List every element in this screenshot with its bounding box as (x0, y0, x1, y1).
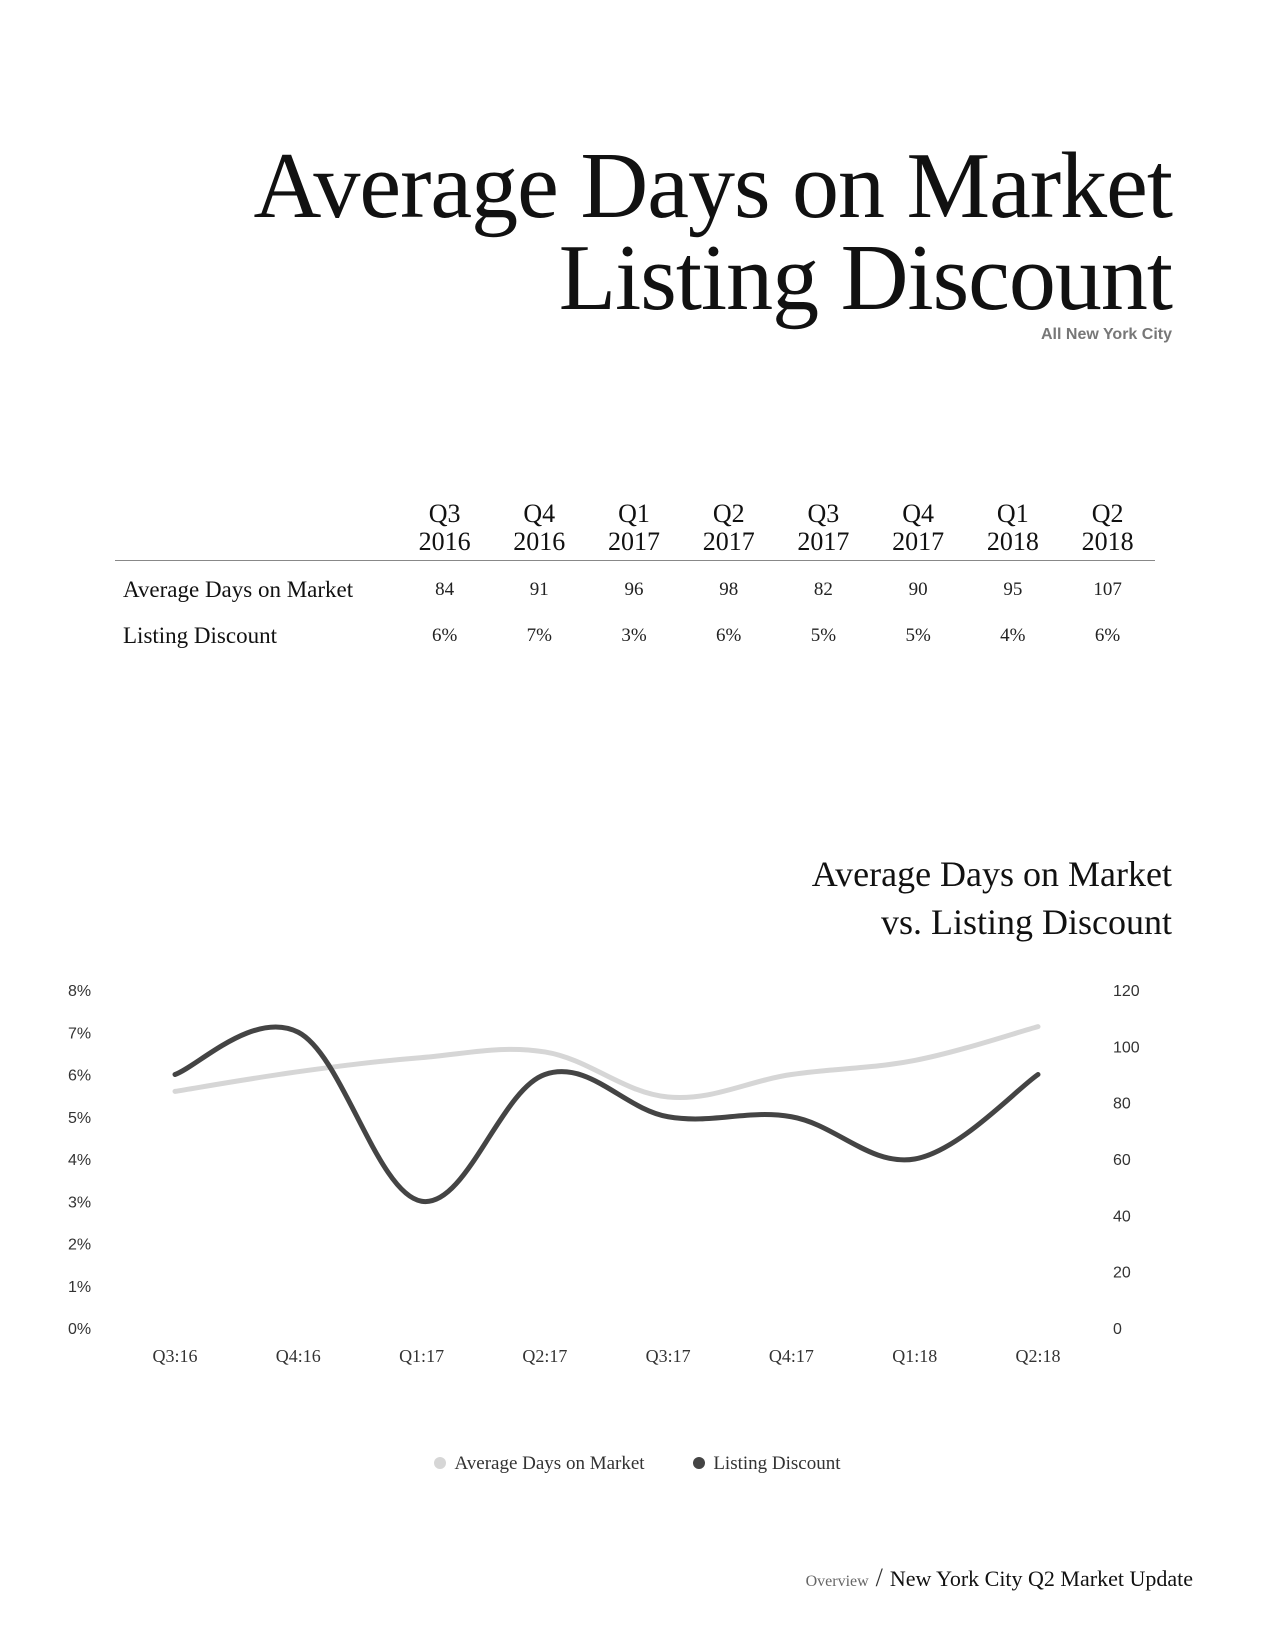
table-corner-cell (115, 500, 397, 561)
column-year: 2018 (986, 527, 1039, 556)
table-column-header: Q4 2017 (871, 500, 966, 561)
table-header-row: Q3 2016 Q4 2016 Q1 2017 Q2 2017 Q3 2017 Q4 201… (115, 500, 1155, 561)
page-subtitle: All New York City (1041, 326, 1172, 343)
y-left-tick-label: 4% (68, 1152, 91, 1169)
y-left-tick-label: 1% (68, 1279, 91, 1296)
page-footer: Overview / New York City Q2 Market Updat… (806, 1563, 1193, 1593)
table-cell: 5% (810, 625, 837, 646)
series-line-days-on-market (172, 1024, 1041, 1101)
legend-label: Listing Discount (713, 1453, 841, 1474)
footer-document-title: New York City Q2 Market Update (889, 1566, 1193, 1591)
y-left-tick-label: 7% (68, 1025, 91, 1042)
column-year: 2017 (797, 527, 850, 556)
column-quarter: Q1 (996, 499, 1029, 528)
y-left-tick-label: 6% (68, 1068, 91, 1085)
column-year: 2016 (513, 527, 566, 556)
table-cell: 3% (621, 625, 647, 646)
table-column-header: Q2 2018 (1060, 500, 1155, 561)
y-left-tick-label: 0% (68, 1321, 91, 1338)
page-title-line-1: Average Days on Market (253, 134, 1173, 238)
series-line-listing-discount (172, 1024, 1041, 1204)
line-chart: 0% 1% 2% 3% 4% 5% 6% 7% 8% 0 20 40 60 80 100 120 Q3:16 Q4… (68, 983, 1140, 1366)
y-right-tick-label: 40 (1113, 1208, 1131, 1225)
y-left-tick-label: 5% (68, 1110, 91, 1127)
table-column-header: Q3 2016 (397, 500, 492, 561)
column-year: 2017 (892, 527, 945, 556)
table-column-header: Q1 2017 (587, 500, 682, 561)
y-left-tick-label: 3% (68, 1194, 91, 1211)
table-cell: 91 (529, 579, 549, 600)
chart-title-line-2: vs. Listing Discount (880, 902, 1172, 942)
x-tick-label: Q3:17 (646, 1346, 691, 1366)
y-left-tick-label: 2% (68, 1237, 91, 1254)
footer-separator: / (875, 1563, 883, 1592)
column-quarter: Q2 (1091, 499, 1124, 528)
table-column-header: Q4 2016 (492, 500, 587, 561)
table-cell: 82 (813, 579, 833, 600)
table-column-header: Q3 2017 (776, 500, 871, 561)
table-cell: 96 (624, 579, 644, 600)
table-row: Listing Discount 6% 7% 3% 6% 5% 5% 4% 6% (115, 613, 1155, 659)
row-label: Listing Discount (123, 623, 277, 648)
x-tick-label: Q2:17 (522, 1346, 567, 1366)
x-tick-label: Q1:17 (399, 1346, 444, 1366)
column-year: 2017 (608, 527, 660, 556)
table-cell: 4% (1000, 625, 1026, 646)
x-tick-label: Q4:16 (276, 1346, 321, 1366)
x-tick-label: Q2:18 (1016, 1346, 1061, 1366)
table-cell: 98 (719, 579, 739, 600)
legend-swatch (693, 1456, 706, 1469)
table-cell: 95 (1003, 579, 1023, 600)
table-row: Average Days on Market 84 91 96 98 82 90… (115, 561, 1155, 614)
y-right-tick-label: 20 (1113, 1265, 1131, 1282)
table-cell: 5% (905, 625, 931, 646)
page-title-line-2: Listing Discount (558, 226, 1173, 330)
table-cell: 7% (526, 625, 552, 646)
legend-swatch (434, 1456, 447, 1469)
legend-item-days-on-market: Average Days on Market (434, 1453, 645, 1475)
table-cell: 6% (431, 625, 458, 646)
chart-title-line-1: Average Days on Market (811, 854, 1172, 894)
column-quarter: Q2 (712, 499, 745, 528)
y-right-tick-label: 80 (1113, 1096, 1131, 1113)
row-label: Average Days on Market (123, 577, 354, 602)
table-cell: 6% (1094, 625, 1121, 646)
column-year: 2017 (702, 527, 755, 556)
y-right-tick-label: 60 (1113, 1152, 1131, 1169)
legend-item-listing-discount: Listing Discount (693, 1453, 841, 1475)
column-year: 2018 (1081, 527, 1134, 556)
column-quarter: Q1 (618, 499, 650, 528)
x-tick-label: Q3:16 (153, 1346, 198, 1366)
table-cell: 6% (716, 625, 742, 646)
column-quarter: Q3 (807, 499, 840, 528)
table-column-header: Q2 2017 (681, 500, 776, 561)
y-right-tick-label: 100 (1113, 1039, 1140, 1056)
table-cell: 107 (1093, 579, 1122, 600)
x-tick-label: Q1:18 (892, 1346, 937, 1366)
table-cell: 84 (435, 579, 455, 600)
chart-legend: Average Days on Market Listing Discount (0, 1453, 1275, 1475)
table-column-header: Q1 2018 (965, 500, 1060, 561)
y-left-tick-label: 8% (68, 983, 91, 1000)
table-cell: 90 (908, 579, 928, 600)
y-right-tick-label: 0 (1113, 1321, 1122, 1338)
legend-label: Average Days on Market (454, 1453, 645, 1474)
chart-title: Average Days on Market vs. Listing Disco… (812, 850, 1172, 946)
column-quarter: Q4 (523, 499, 556, 528)
column-quarter: Q3 (428, 499, 461, 528)
column-year: 2016 (418, 527, 471, 556)
column-quarter: Q4 (902, 499, 934, 528)
x-tick-label: Q4:17 (769, 1346, 814, 1366)
quarterly-data-table: Q3 2016 Q4 2016 Q1 2017 Q2 2017 Q3 2017 Q4 201… (115, 500, 1155, 659)
y-right-tick-label: 120 (1113, 983, 1140, 1000)
page-title-block: Average Days on Market Listing Discount … (253, 134, 1173, 344)
footer-section-label: Overview (805, 1573, 869, 1590)
